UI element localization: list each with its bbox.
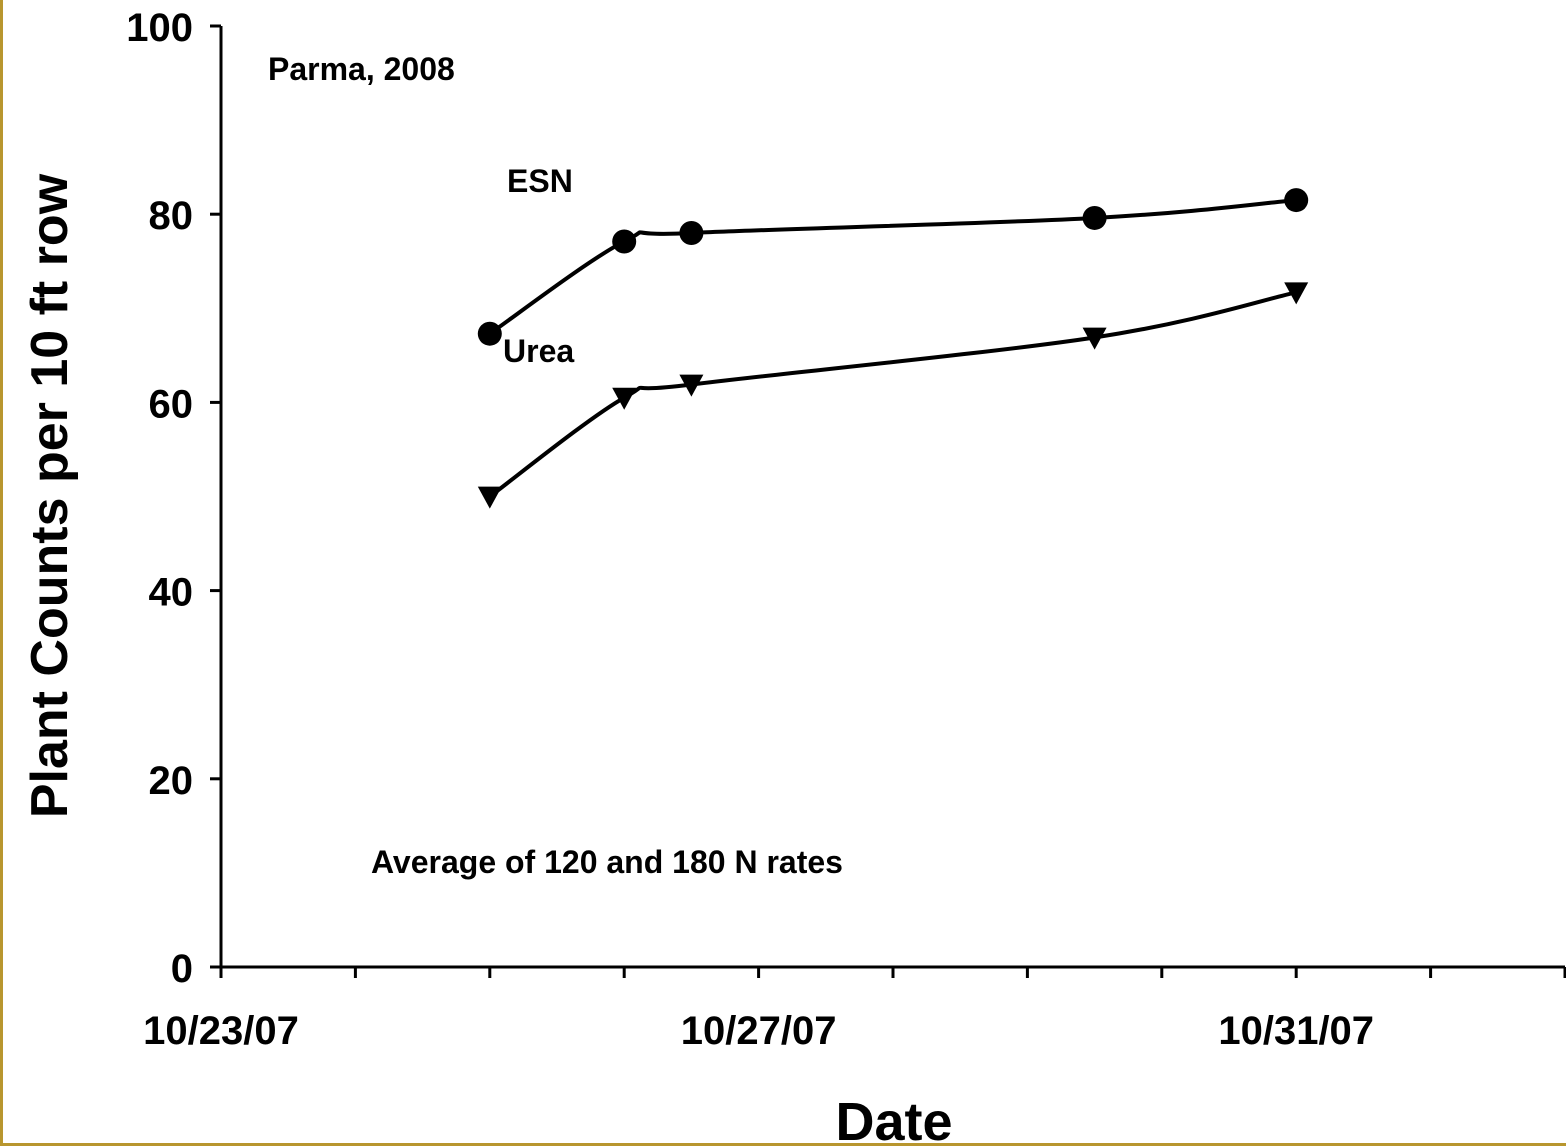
site-annotation: Parma, 2008 — [268, 51, 455, 87]
data-point — [679, 374, 704, 397]
data-point — [1082, 205, 1107, 230]
data-point — [477, 486, 502, 509]
rates-annotation: Average of 120 and 180 N rates — [371, 844, 843, 880]
series-label-urea: Urea — [503, 333, 574, 369]
data-point — [612, 387, 637, 410]
y-tick-label: 20 — [149, 759, 194, 803]
series-line-esn — [488, 198, 1297, 336]
data-point — [1284, 188, 1309, 213]
line-chart: 0 20 40 60 80 100 10/23/07 10/27/07 10/31/07 Pla… — [21, 6, 1566, 1146]
y-tick-label: 60 — [149, 382, 194, 426]
text-layer: Plant Counts per 10 ft row Date Parma, 2… — [21, 51, 953, 1146]
data-point — [1284, 282, 1309, 305]
data-point — [679, 221, 704, 246]
data-point — [477, 321, 502, 346]
y-tick-label: 40 — [149, 571, 194, 615]
series-esn — [477, 188, 1309, 346]
x-axis-label: Date — [835, 1092, 952, 1146]
y-tick-label: 0 — [171, 947, 193, 991]
series-label-esn: ESN — [507, 163, 573, 199]
data-point — [612, 229, 637, 254]
series-layer — [477, 188, 1309, 509]
series-line-urea — [488, 290, 1297, 499]
axes: 0 20 40 60 80 100 10/23/07 10/27/07 10/31/07 — [126, 6, 1566, 1053]
x-tick-label: 10/31/07 — [1218, 1009, 1374, 1053]
y-tick-label: 80 — [149, 194, 194, 238]
x-tick-label: 10/27/07 — [681, 1009, 837, 1053]
y-tick-label: 100 — [126, 6, 193, 50]
data-point — [1082, 327, 1107, 350]
y-axis-label: Plant Counts per 10 ft row — [21, 173, 79, 818]
x-tick-label: 10/23/07 — [143, 1009, 299, 1053]
series-urea — [477, 282, 1309, 509]
